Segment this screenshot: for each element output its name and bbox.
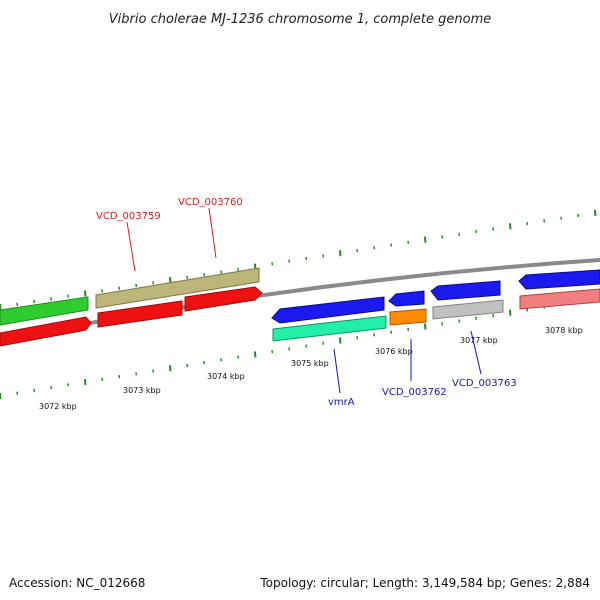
leader-line bbox=[208, 207, 217, 259]
gene-label-vcd003763[interactable]: VCD_003763 bbox=[452, 378, 517, 389]
gene-blue-vmra[interactable] bbox=[271, 296, 385, 324]
gene-blue-vcd003762[interactable] bbox=[388, 290, 425, 307]
gene-pink[interactable] bbox=[519, 288, 600, 310]
leader-line bbox=[126, 221, 136, 272]
gene-blue-right[interactable] bbox=[518, 269, 600, 290]
gene-olive[interactable] bbox=[95, 267, 260, 309]
kbp-label: 3074 kbp bbox=[207, 372, 245, 381]
kbp-label: 3072 kbp bbox=[39, 402, 77, 411]
kbp-labels: 3072 kbp 3073 kbp 3074 kbp 3075 kbp 3076… bbox=[39, 326, 583, 411]
gene-red-vcd003760[interactable] bbox=[184, 286, 263, 312]
accession-text: Accession: NC_012668 bbox=[9, 576, 145, 590]
genome-summary-text: Topology: circular; Length: 3,149,584 bp… bbox=[259, 576, 590, 590]
gene-blue-vcd003763[interactable] bbox=[430, 280, 501, 301]
gene-label-vcd003762[interactable]: VCD_003762 bbox=[382, 387, 447, 398]
kbp-label: 3076 kbp bbox=[375, 347, 413, 356]
gene-green[interactable] bbox=[0, 296, 89, 326]
gene-labels: VCD_003759 VCD_003760 vmrA VCD_003762 VC… bbox=[96, 197, 517, 408]
scale-ticks-top bbox=[0, 209, 597, 311]
gene-red-left[interactable] bbox=[0, 316, 92, 347]
kbp-label: 3073 kbp bbox=[123, 386, 161, 395]
gene-orange[interactable] bbox=[389, 308, 427, 326]
kbp-label: 3075 kbp bbox=[291, 359, 329, 368]
gene-label-vmra[interactable]: vmrA bbox=[328, 397, 355, 408]
map-title: Vibrio cholerae MJ-1236 chromosome 1, co… bbox=[109, 12, 491, 27]
gene-features bbox=[0, 267, 600, 347]
kbp-label: 3078 kbp bbox=[545, 326, 583, 335]
leader-line bbox=[470, 330, 482, 375]
gene-grey[interactable] bbox=[432, 299, 504, 320]
gene-teal[interactable] bbox=[272, 315, 387, 342]
gene-label-vcd003760[interactable]: VCD_003760 bbox=[178, 197, 243, 208]
leader-line bbox=[333, 348, 341, 394]
gene-red-vcd003759[interactable] bbox=[97, 300, 183, 328]
kbp-label: 3077 kbp bbox=[460, 336, 498, 345]
gene-label-vcd003759[interactable]: VCD_003759 bbox=[96, 211, 161, 222]
